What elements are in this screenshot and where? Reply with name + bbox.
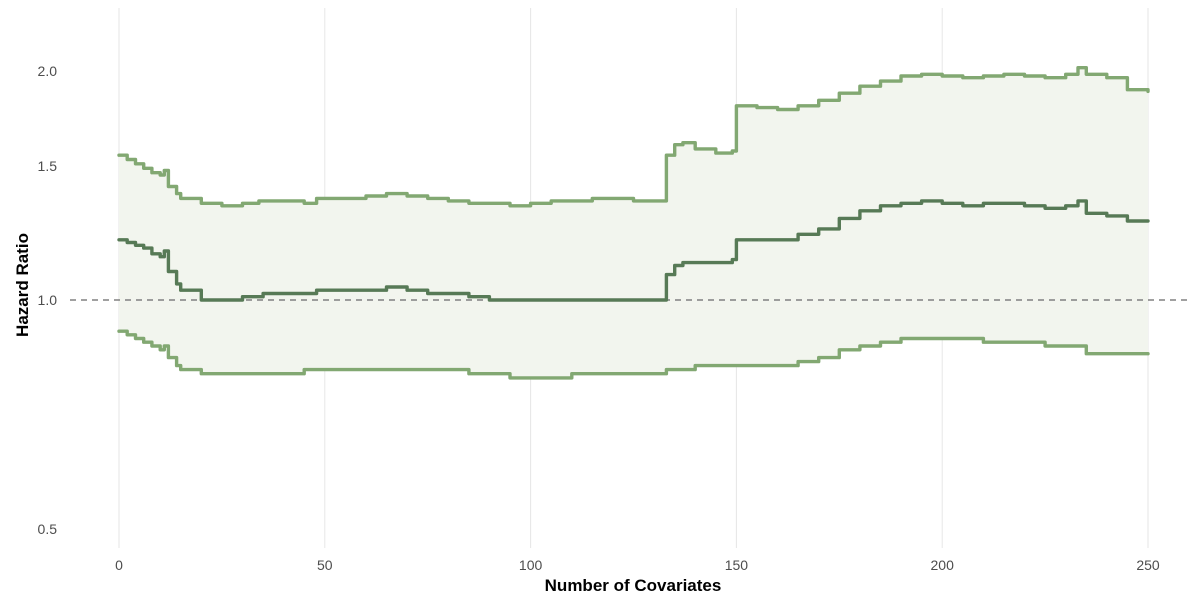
x-tick-label: 200 [931, 557, 955, 573]
series-line-estimate [117, 199, 1150, 302]
confidence-ribbon [119, 67, 1148, 378]
y-axis-title: Hazard Ratio [13, 233, 32, 337]
x-tick-label: 150 [725, 557, 749, 573]
x-axis-title: Number of Covariates [545, 576, 722, 595]
x-tick-labels: 0 50 100 150 200 250 [115, 557, 1160, 573]
series-line-lower-ci [117, 329, 1150, 380]
x-tick-label: 50 [317, 557, 333, 573]
series-line-upper-ci [117, 66, 1150, 208]
x-tick-label: 0 [115, 557, 123, 573]
y-tick-labels: 0.5 1.0 1.5 2.0 [38, 63, 58, 537]
series-lines [117, 66, 1150, 380]
y-tick-label: 1.0 [38, 292, 58, 308]
y-tick-label: 2.0 [38, 63, 58, 79]
y-tick-label: 1.5 [38, 158, 58, 174]
ci-ribbon-area [119, 67, 1148, 378]
x-tick-label: 250 [1136, 557, 1160, 573]
x-tick-label: 100 [519, 557, 543, 573]
y-tick-label: 0.5 [38, 521, 58, 537]
